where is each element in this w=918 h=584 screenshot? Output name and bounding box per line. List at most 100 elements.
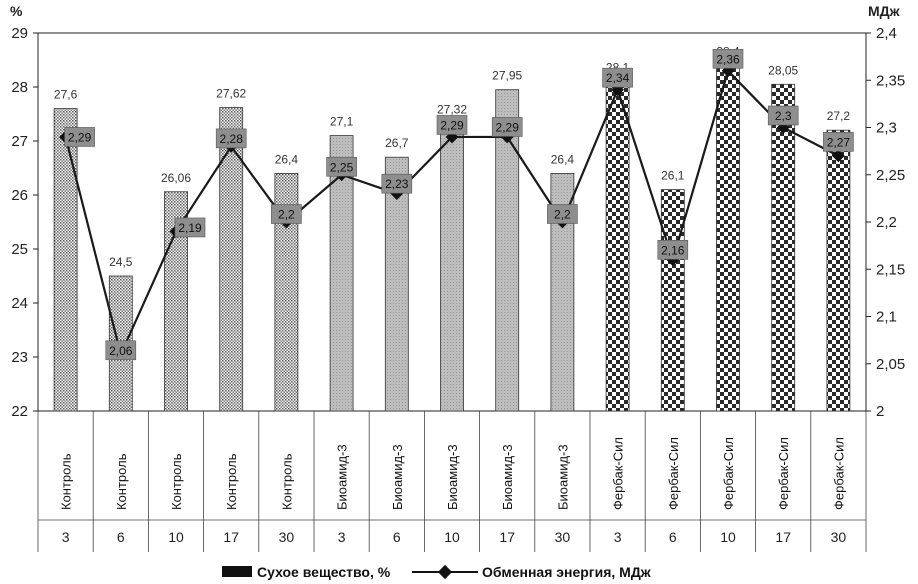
bar [826, 129, 851, 412]
y-right-tick-label: 2,4 [876, 25, 897, 42]
line-value-label: 2,3 [775, 109, 792, 123]
bar [495, 89, 520, 412]
line-value-label: 2,28 [220, 132, 244, 146]
category-label: Контроль [169, 453, 184, 510]
category-label: Контроль [114, 453, 129, 510]
line-value-box [326, 156, 357, 177]
bar-value-label: 27,1 [330, 115, 354, 129]
line-value-box [436, 115, 468, 135]
day-label: 6 [393, 529, 401, 545]
category-label: Фербак-Сил [831, 437, 846, 510]
category-label: Биоамид-3 [555, 444, 570, 510]
day-label: 17 [499, 529, 515, 545]
day-label: 10 [720, 529, 736, 545]
legend-line-marker [437, 564, 453, 580]
bar [660, 189, 685, 412]
bar [605, 81, 630, 412]
bar [53, 108, 78, 412]
line-value-box [823, 132, 854, 152]
bar [550, 172, 575, 412]
line-value-label: 2,29 [68, 130, 92, 144]
line-value-label: 2,23 [385, 177, 409, 191]
bar [440, 123, 464, 412]
y-right-tick-label: 2,3 [876, 120, 897, 137]
y-left-tick-label: 23 [11, 349, 28, 366]
bar-value-label: 27,2 [827, 109, 851, 123]
category-label: Контроль [59, 453, 74, 510]
bar [771, 83, 796, 412]
day-label: 30 [831, 529, 847, 545]
line-value-box [271, 204, 302, 224]
bar-value-label: 26,7 [385, 136, 409, 150]
line-value-box [602, 67, 633, 88]
line-value-box [712, 48, 744, 69]
line-value-box [64, 127, 95, 147]
legend-bar-swatch [222, 566, 252, 577]
y-left-tick-label: 25 [11, 241, 28, 258]
line-value-box [215, 128, 247, 149]
y-right-tick-label: 2,25 [876, 167, 905, 184]
line-value-box [491, 117, 523, 137]
y-right-tick-label: 2,1 [876, 309, 897, 326]
line-labels: 2,29 2,06 2,19 2,28 2,2 2,25 2,23 2,29 2,29 2,2 2,… [64, 48, 854, 361]
line-value-label: 2,06 [109, 344, 133, 358]
y-left-tick-label: 24 [11, 295, 28, 312]
line-value-label: 2,29 [496, 120, 520, 134]
y-left-tick-label: 22 [11, 403, 28, 420]
line-value-label: 2,29 [440, 118, 464, 132]
bar-value-label: 27,62 [216, 87, 246, 101]
line-value-label: 2,2 [278, 208, 295, 222]
y-right-ticks: 2 2,05 2,1 2,15 2,2 2,25 2,3 2,35 2,4 [866, 25, 905, 420]
day-label: 10 [444, 529, 460, 545]
bar [384, 156, 409, 412]
bar-value-label: 28,05 [768, 63, 798, 77]
bar-value-label: 26,06 [161, 171, 191, 185]
y-left-tick-label: 26 [11, 187, 28, 204]
line-value-box [767, 105, 799, 126]
legend-bar-label: Сухое вещество, % [257, 564, 391, 580]
bar-value-label: 26,4 [551, 152, 575, 166]
day-label: 3 [62, 529, 70, 545]
bar [219, 107, 244, 412]
y-left-ticks: 22 23 24 25 26 27 28 29 [11, 25, 38, 420]
line-value-box [547, 204, 578, 224]
line-value-label: 2,25 [330, 160, 354, 174]
category-table: Контроль 3 Контроль 6 Контроль 10 Контроль 17 Ко… [37, 411, 867, 552]
bar [274, 172, 299, 412]
day-label: 30 [279, 529, 295, 545]
category-label: Биоамид-3 [335, 444, 350, 510]
bar-value-label: 27,32 [437, 103, 467, 117]
y-right-tick-label: 2,2 [876, 214, 897, 231]
y-right-tick-label: 2 [876, 403, 884, 420]
line-value-label: 2,27 [827, 135, 851, 149]
line-value-label: 2,2 [554, 208, 571, 222]
category-label: Биоамид-3 [500, 444, 515, 510]
category-label: Фербак-Сил [721, 437, 736, 510]
day-label: 6 [117, 529, 125, 545]
y-left-tick-label: 28 [11, 79, 28, 96]
bar [329, 135, 354, 412]
category-label: Контроль [279, 453, 294, 510]
bar-value-label: 26,1 [661, 169, 685, 183]
category-label: Фербак-Сил [776, 437, 791, 510]
line-value-label: 2,16 [661, 243, 685, 257]
line-value-box [174, 217, 206, 238]
bars [53, 65, 851, 412]
day-label: 3 [338, 529, 346, 545]
category-label: Фербак-Сил [611, 437, 626, 510]
day-label: 17 [223, 529, 239, 545]
y-left-tick-label: 27 [11, 133, 28, 150]
line-value-box [657, 240, 689, 260]
line-value-label: 2,19 [178, 221, 202, 235]
day-label: 6 [669, 529, 677, 545]
line-value-label: 2,36 [716, 52, 740, 66]
day-label: 3 [614, 529, 622, 545]
line-value-box [105, 340, 137, 361]
y-right-tick-label: 2,15 [876, 261, 905, 278]
legend: Сухое вещество, % Обменная энергия, МДж [222, 564, 652, 580]
category-label: Контроль [224, 453, 239, 510]
y-left-unit: % [10, 3, 23, 19]
bar-value-label: 24,5 [109, 255, 133, 269]
day-label: 17 [775, 529, 791, 545]
